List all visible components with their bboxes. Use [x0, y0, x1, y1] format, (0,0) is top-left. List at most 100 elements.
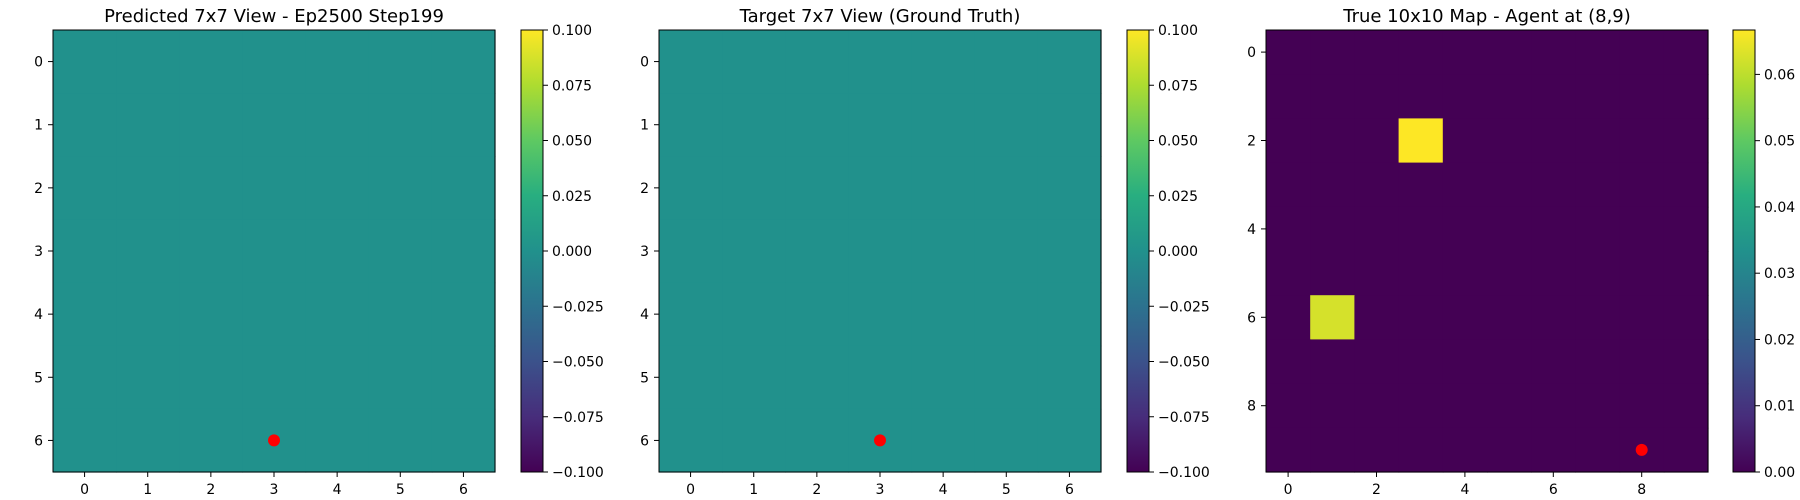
- heatmap-cell: [1487, 339, 1532, 385]
- heatmap-cell: [785, 345, 850, 410]
- heatmap-cell: [368, 345, 433, 410]
- heatmap-cell: [1442, 206, 1488, 252]
- heatmap-cell: [1442, 30, 1488, 75]
- heatmap-cell: [1266, 162, 1311, 208]
- heatmap-cell: [305, 345, 370, 410]
- y-tick-label: 3: [640, 244, 649, 260]
- heatmap-cell: [1354, 30, 1400, 75]
- heatmap-cell: [1575, 295, 1621, 340]
- colorbar-tick-label: 0.025: [552, 189, 592, 205]
- heatmap-cell: [116, 30, 180, 94]
- y-tick-label: 4: [1247, 222, 1256, 238]
- plot-frame: [1265, 29, 1709, 473]
- heatmap-cell: [1354, 251, 1400, 296]
- colorbar-tick-label: 0.02: [1764, 332, 1795, 348]
- x-tick-label: 0: [686, 482, 695, 498]
- heatmap-cell: [431, 282, 496, 347]
- heatmap-cell: [1531, 427, 1576, 473]
- heatmap-cell: [1531, 162, 1576, 208]
- colorbar: [520, 29, 544, 473]
- heatmap-cell: [1037, 30, 1102, 94]
- heatmap-cell: [1663, 339, 1709, 385]
- heatmap-cell: [659, 408, 723, 473]
- panel-true-map: True 10x10 Map - Agent at (8,9) 0 2 4 6 8 0 2…: [1247, 6, 1795, 498]
- agent-dot: [268, 434, 280, 447]
- y-tick-label: 2: [34, 181, 43, 197]
- heatmap-cell: [1531, 74, 1576, 119]
- heatmap-cell: [179, 219, 244, 284]
- heatmap-cell: [1487, 162, 1532, 208]
- heatmap-cell: [848, 156, 913, 221]
- heatmap-cell: [1575, 162, 1621, 208]
- colorbar-tick-label: 0.100: [552, 23, 592, 39]
- colorbar-tick-label: −0.100: [552, 465, 604, 481]
- heatmap-cell: [974, 219, 1039, 284]
- heatmap-cell: [1266, 383, 1311, 429]
- heatmap-cell: [1531, 383, 1576, 429]
- x-tick-label: 5: [1002, 482, 1011, 498]
- colorbar-tick-label: 0.075: [552, 78, 592, 94]
- heatmap-cell: [1619, 30, 1665, 75]
- heatmap-cell: [1663, 295, 1709, 340]
- y-tick-label: 6: [34, 433, 43, 449]
- heatmap-cell: [1310, 295, 1355, 340]
- heatmap-cell: [722, 93, 786, 157]
- heatmap-cell: [974, 93, 1039, 157]
- heatmap-cell: [911, 93, 976, 157]
- chart-title: Predicted 7x7 View - Ep2500 Step199: [104, 6, 444, 27]
- heatmap-cell: [1266, 339, 1311, 385]
- y-ticks: 0 2 4 6 8: [1247, 45, 1266, 415]
- heatmap-cell: [1663, 162, 1709, 208]
- colorbar-tick-label: 0.000: [552, 244, 592, 260]
- heatmap-cell: [1037, 219, 1102, 284]
- heatmap-cell: [1487, 74, 1532, 119]
- heatmap-cell: [722, 345, 786, 410]
- heatmap-cell: [974, 408, 1039, 473]
- heatmap-cell: [305, 93, 370, 157]
- heatmap-cells: [53, 30, 496, 473]
- heatmap-cell: [848, 282, 913, 347]
- heatmap-cell: [1310, 206, 1355, 252]
- y-tick-label: 5: [640, 370, 649, 386]
- heatmap-cell: [305, 219, 370, 284]
- heatmap-cell: [431, 156, 496, 221]
- colorbar-tick-label: 0.05: [1764, 134, 1795, 150]
- heatmap-cell: [1354, 206, 1400, 252]
- heatmap-cell: [368, 93, 433, 157]
- y-tick-label: 4: [640, 307, 649, 323]
- x-ticks: 0 1 2 3 4 5 6: [80, 472, 468, 498]
- x-ticks: 0 1 2 3 4 5 6: [686, 472, 1074, 498]
- chart-title: Target 7x7 View (Ground Truth): [739, 6, 1021, 27]
- heatmap-cell: [431, 408, 496, 473]
- heatmap-cell: [1310, 383, 1355, 429]
- heatmap-cell: [785, 156, 850, 221]
- x-tick-label: 6: [459, 482, 468, 498]
- y-tick-label: 4: [34, 307, 43, 323]
- heatmap-cell: [1310, 427, 1355, 473]
- y-ticks: 0 1 2 3 4 5 6: [34, 55, 53, 449]
- heatmap-cell: [1037, 282, 1102, 347]
- heatmap-cell: [659, 282, 723, 347]
- heatmap-cell: [1619, 206, 1665, 252]
- heatmap-cell: [1575, 30, 1621, 75]
- colorbar-tick-label: −0.100: [1158, 465, 1210, 481]
- colorbar-tick-label: 0.01: [1764, 399, 1795, 415]
- heatmap-cell: [911, 156, 976, 221]
- heatmap-cell: [179, 282, 244, 347]
- heatmap-cell: [1398, 339, 1444, 385]
- heatmap-cell: [911, 30, 976, 94]
- colorbar-tick-label: 0.100: [1158, 23, 1198, 39]
- y-tick-label: 8: [1247, 399, 1256, 415]
- heatmap-cell: [1619, 295, 1665, 340]
- heatmap-cell: [722, 219, 786, 284]
- heatmap-cell: [179, 408, 244, 473]
- colorbar-tick-label: 0.06: [1764, 67, 1795, 83]
- heatmap-cell: [785, 408, 850, 473]
- colorbar-ticks: 0.06 0.05 0.04 0.03 0.02 0.01 0.00: [1755, 67, 1795, 481]
- heatmap-cell: [305, 30, 370, 94]
- heatmap-cell: [179, 30, 244, 94]
- heatmap-cell: [1398, 118, 1444, 164]
- heatmap-cell: [53, 30, 117, 94]
- heatmap-cell: [848, 345, 913, 410]
- y-tick-label: 1: [34, 118, 43, 134]
